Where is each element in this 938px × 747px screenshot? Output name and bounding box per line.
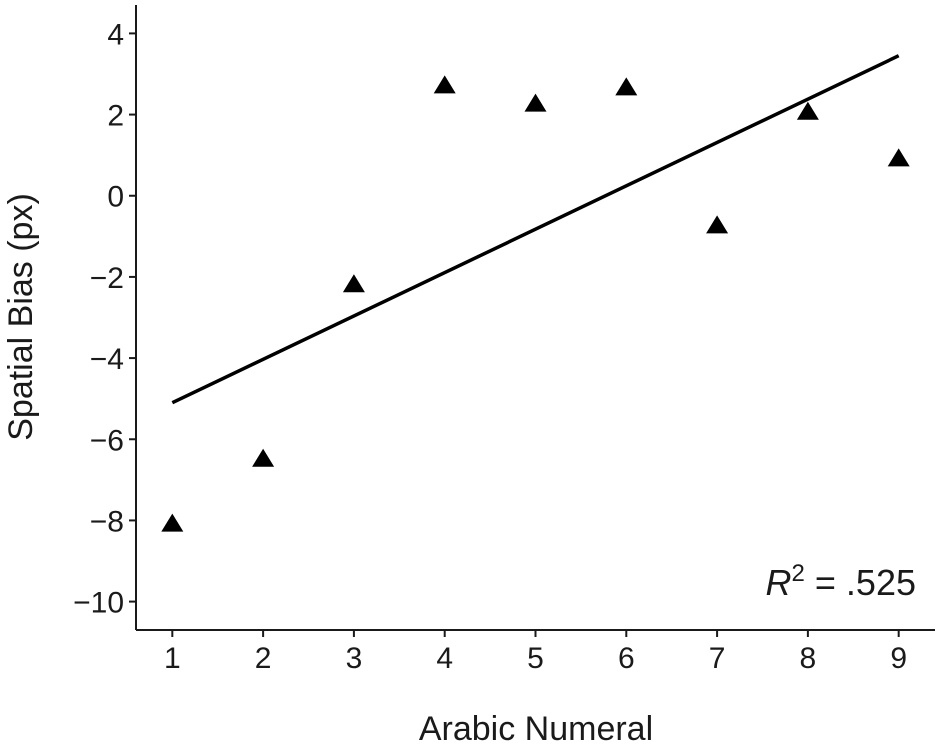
y-tick-label: −8 (90, 505, 124, 538)
y-tick-label: −6 (90, 424, 124, 457)
y-tick-label: −10 (73, 587, 124, 620)
r-value: = .525 (805, 562, 916, 603)
data-point-triangle (706, 215, 729, 234)
x-tick-label: 5 (527, 642, 544, 675)
data-point-triangle (796, 101, 819, 120)
x-tick-label: 4 (436, 642, 453, 675)
y-tick-label: −2 (90, 262, 124, 295)
x-tick-label: 7 (709, 642, 726, 675)
y-tick-label: 4 (107, 18, 124, 51)
data-point-triangle (887, 148, 910, 167)
x-tick-label: 1 (164, 642, 181, 675)
regression-line (171, 54, 900, 405)
y-axis-title: Spatial Bias (px) (2, 193, 40, 441)
r-exponent: 2 (792, 560, 805, 587)
x-tick-label: 9 (890, 642, 907, 675)
y-axis-ticks: −10 −8 −6 −4 −2 0 2 4 (73, 18, 136, 620)
data-point-triangle (615, 77, 638, 96)
data-point-triangle (433, 75, 456, 94)
x-tick-label: 3 (346, 642, 363, 675)
data-point-triangle (252, 448, 275, 467)
data-points (161, 75, 910, 532)
y-tick-label: 0 (107, 181, 124, 214)
x-tick-label: 2 (255, 642, 272, 675)
data-point-triangle (161, 513, 184, 532)
x-axis-ticks: 1 2 3 4 5 6 7 8 9 (164, 630, 907, 675)
y-tick-label: 2 (107, 100, 124, 133)
r-squared-annotation: R2 = .525 (766, 560, 916, 603)
y-tick-label: −4 (90, 343, 124, 376)
x-axis-title: Arabic Numeral (419, 710, 653, 747)
data-point-triangle (524, 93, 547, 112)
data-point-triangle (342, 274, 365, 293)
r-symbol: R (766, 562, 792, 603)
x-tick-label: 8 (800, 642, 817, 675)
x-tick-label: 6 (618, 642, 635, 675)
